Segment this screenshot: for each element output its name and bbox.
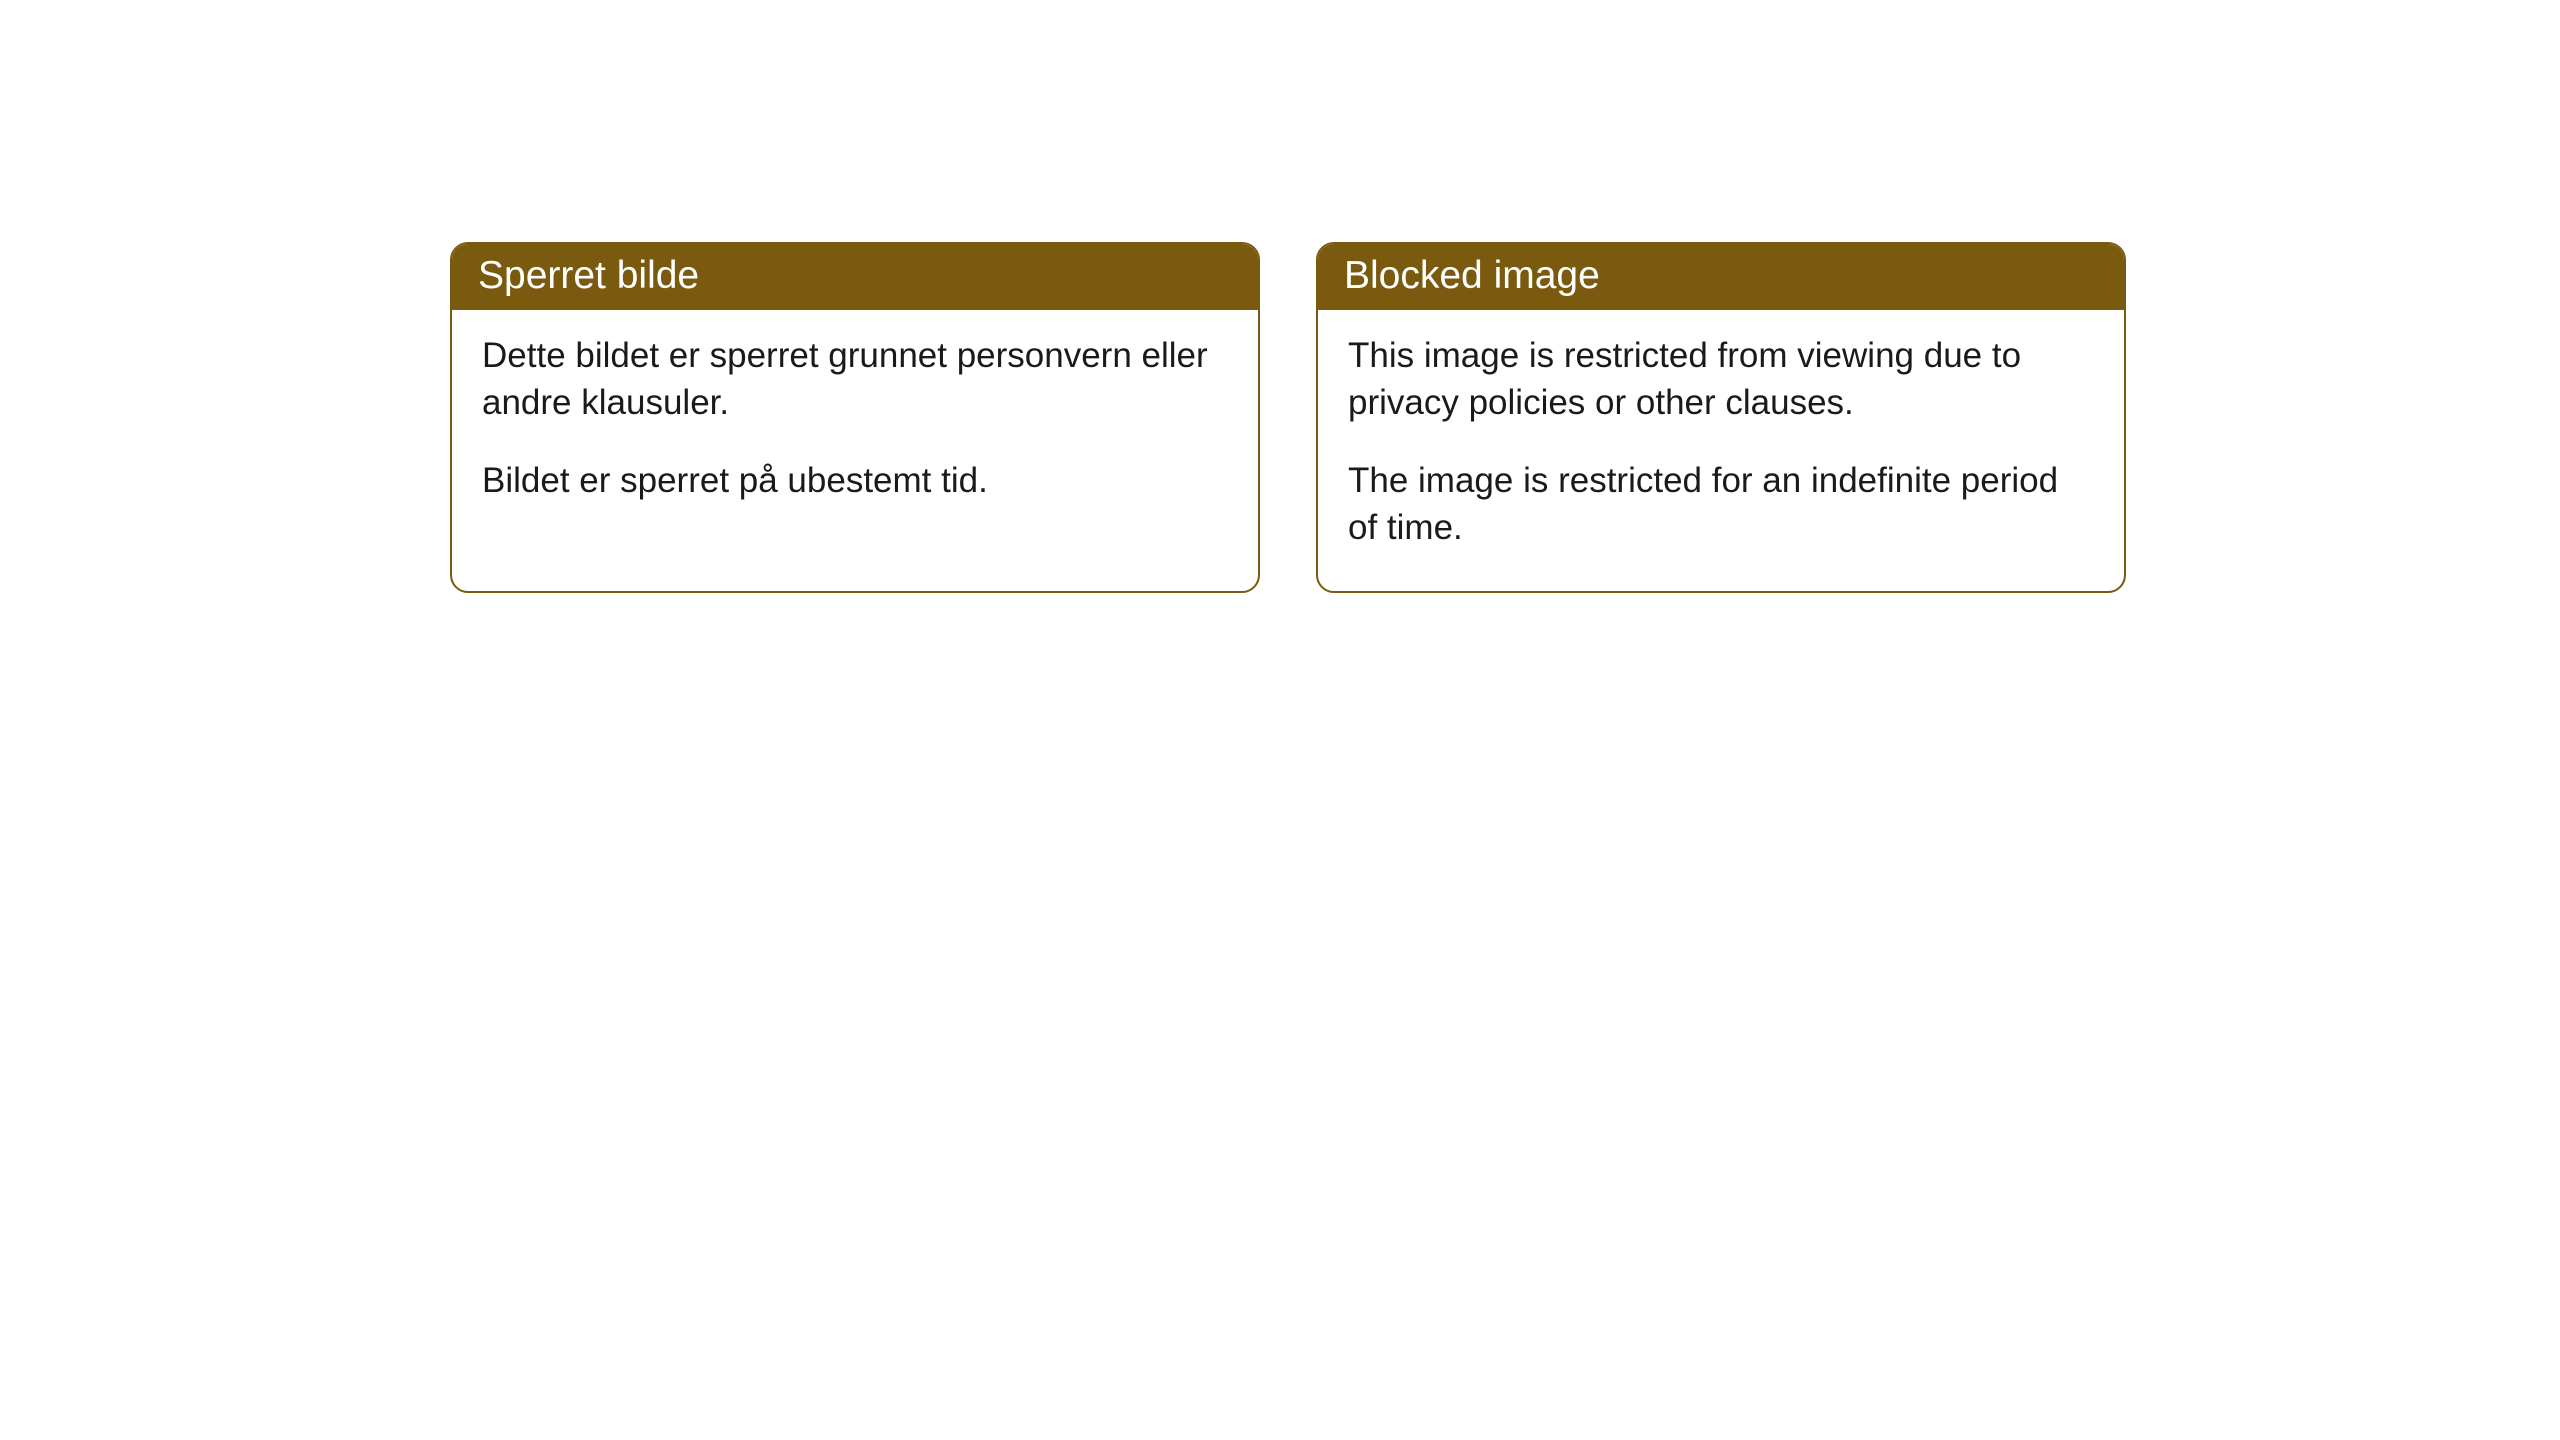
card-body-english: This image is restricted from viewing du… [1318,310,2124,591]
notice-cards-container: Sperret bilde Dette bildet er sperret gr… [450,242,2126,593]
notice-card-english: Blocked image This image is restricted f… [1316,242,2126,593]
card-text-paragraph: This image is restricted from viewing du… [1348,332,2094,427]
card-text-paragraph: The image is restricted for an indefinit… [1348,457,2094,552]
card-header-english: Blocked image [1318,244,2124,310]
card-body-norwegian: Dette bildet er sperret grunnet personve… [452,310,1258,544]
card-text-paragraph: Bildet er sperret på ubestemt tid. [482,457,1228,504]
notice-card-norwegian: Sperret bilde Dette bildet er sperret gr… [450,242,1260,593]
card-header-norwegian: Sperret bilde [452,244,1258,310]
card-text-paragraph: Dette bildet er sperret grunnet personve… [482,332,1228,427]
